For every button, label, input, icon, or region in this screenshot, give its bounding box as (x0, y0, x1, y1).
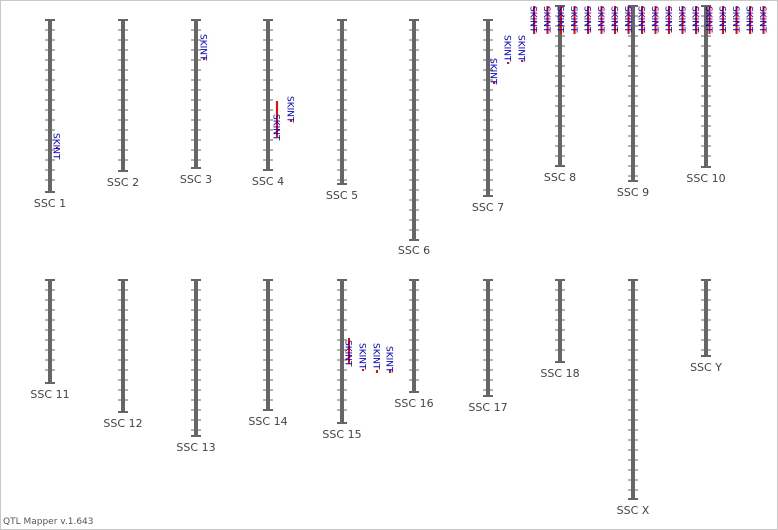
chromosome-label-ssc-3: SSC 3 (180, 173, 212, 186)
chromosome-ssc-12[interactable] (121, 280, 125, 412)
chromosome-ssc-14[interactable] (266, 280, 270, 410)
qtl-label[interactable]: SKINT (284, 96, 294, 123)
qtl-label[interactable]: SKINT (541, 6, 551, 33)
qtl-label[interactable]: SKINT (743, 6, 753, 33)
chromosome-label-ssc-12: SSC 12 (103, 417, 142, 430)
chromosome-label-ssc-15: SSC 15 (322, 428, 361, 441)
chromosome-ssc-y[interactable] (704, 280, 708, 356)
chromosome-label-ssc-5: SSC 5 (326, 189, 358, 202)
qtl-label[interactable]: SKINT (716, 6, 726, 33)
qtl-label[interactable]: SKINT (757, 6, 767, 33)
chromosome-ssc-11[interactable] (48, 280, 52, 383)
chromosome-label-ssc-17: SSC 17 (468, 401, 507, 414)
version-label: QTL Mapper v.1.643 (3, 517, 94, 527)
chromosome-ssc-16[interactable] (412, 280, 416, 392)
qtl-label[interactable]: SKINT (197, 34, 207, 61)
chromosome-ssc-3[interactable] (194, 20, 198, 168)
qtl-label[interactable]: SKINT (622, 6, 632, 33)
chromosome-label-ssc-4: SSC 4 (252, 175, 284, 188)
qtl-label[interactable]: SKINT (515, 35, 525, 62)
chromosome-label-ssc-7: SSC 7 (472, 201, 504, 214)
chromosome-label-ssc-16: SSC 16 (394, 397, 433, 410)
qtl-label[interactable]: SKINT (370, 343, 380, 370)
qtl-label[interactable]: SKINT (676, 6, 686, 33)
chromosome-label-ssc-14: SSC 14 (248, 415, 287, 428)
qtl-label[interactable]: SKINT (487, 58, 497, 85)
chromosome-label-ssc-13: SSC 13 (176, 441, 215, 454)
qtl-label[interactable]: SKINT (649, 6, 659, 33)
qtl-label[interactable]: SKINT (383, 346, 393, 373)
qtl-label[interactable]: SKINT (50, 133, 60, 160)
qtl-label[interactable]: SKINT (730, 6, 740, 33)
chromosome-ssc-4[interactable] (266, 20, 270, 170)
qtl-label[interactable]: SKINT (270, 114, 280, 141)
qtl-label[interactable]: SKINT (608, 6, 618, 33)
chromosome-ssc-15[interactable] (340, 280, 344, 423)
qtl-label[interactable]: SKINT (581, 6, 591, 33)
chromosome-ssc-5[interactable] (340, 20, 344, 184)
chromosome-ssc-13[interactable] (194, 280, 198, 436)
qtl-label[interactable]: SKINT (635, 6, 645, 33)
qtl-label[interactable]: SKINT (342, 340, 352, 367)
qtl-label[interactable]: SKINT (703, 6, 713, 33)
qtl-label[interactable]: SKINT (356, 343, 366, 370)
qtl-label[interactable]: SKINT (554, 6, 564, 33)
chromosome-label-ssc-8: SSC 8 (544, 171, 576, 184)
chromosome-label-ssc-x: SSC X (617, 504, 650, 517)
chromosome-ssc-7[interactable] (486, 20, 490, 196)
qtl-label[interactable]: SKINT (689, 6, 699, 33)
chromosome-label-ssc-9: SSC 9 (617, 186, 649, 199)
chromosome-ssc-2[interactable] (121, 20, 125, 171)
chromosome-label-ssc-10: SSC 10 (686, 172, 725, 185)
chromosome-label-ssc-6: SSC 6 (398, 244, 430, 257)
chromosome-ssc-1[interactable] (48, 20, 52, 192)
chromosome-ssc-17[interactable] (486, 280, 490, 396)
qtl-label[interactable]: SKINT (527, 6, 537, 33)
chromosome-label-ssc-2: SSC 2 (107, 176, 139, 189)
chromosome-label-ssc-1: SSC 1 (34, 197, 66, 210)
chromosome-ssc-18[interactable] (558, 280, 562, 362)
qtl-label[interactable]: SKINT (595, 6, 605, 33)
qtl-label[interactable]: SKINT (662, 6, 672, 33)
chromosome-label-ssc-y: SSC Y (690, 361, 722, 374)
qtl-label[interactable]: SKINT (568, 6, 578, 33)
chromosome-label-ssc-18: SSC 18 (540, 367, 579, 380)
chromosome-label-ssc-11: SSC 11 (30, 388, 69, 401)
chromosome-ssc-9[interactable] (631, 6, 635, 181)
qtl-label[interactable]: SKINT (501, 35, 511, 62)
